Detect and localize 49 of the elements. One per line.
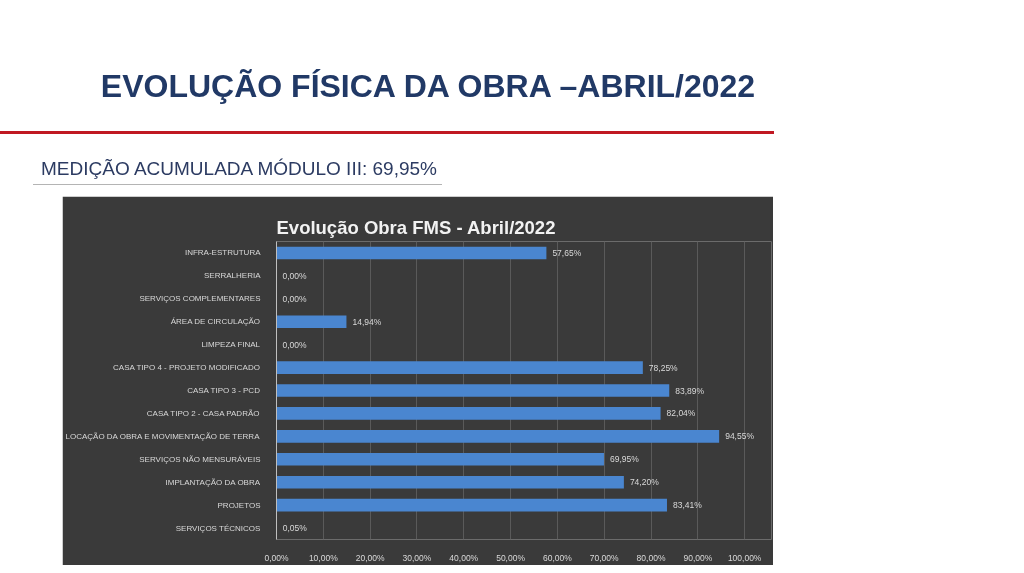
x-tick-label: 10,00% xyxy=(308,552,339,563)
x-tick-label: 30,00% xyxy=(402,552,432,563)
y-tick-label: CASA TIPO 3 - PCD xyxy=(187,386,261,395)
data-label: 69,95% xyxy=(609,454,640,465)
chart-title: EVOLUÇÃO FÍSICA DA OBRA –ABRIL/2022 xyxy=(99,68,757,104)
y-tick-label: CASA TIPO 2 - CASA PADRÃO xyxy=(146,408,260,418)
y-tick-label: ÁREA DE CIRCULAÇÃO xyxy=(170,317,261,327)
x-tick-label: 50,00% xyxy=(496,552,526,563)
data-label: 94,55% xyxy=(725,431,755,442)
data-label: 57,65% xyxy=(552,247,582,258)
data-label: 83,41% xyxy=(672,500,703,511)
data-label: 0,00% xyxy=(282,293,308,304)
y-tick-label: SERVIÇOS TÉCNICOS xyxy=(175,523,261,533)
x-tick-label: 40,00% xyxy=(449,552,479,563)
bar xyxy=(276,475,624,489)
y-tick-label: SERVIÇOS NÃO MENSURÁVEIS xyxy=(139,454,261,464)
bar xyxy=(276,498,667,512)
data-label: 78,25% xyxy=(648,362,679,373)
data-label: 0,00% xyxy=(282,270,308,281)
data-label: 74,20% xyxy=(629,477,660,488)
bar xyxy=(276,407,661,420)
bar xyxy=(276,452,604,466)
y-tick-label: SERVIÇOS COMPLEMENTARES xyxy=(139,294,261,304)
data-label: 83,89% xyxy=(675,385,705,396)
y-tick-label: LIMPEZA FINAL xyxy=(201,340,261,350)
bar xyxy=(276,361,643,374)
data-label: 14,94% xyxy=(352,316,382,327)
bar xyxy=(276,315,347,329)
bar xyxy=(276,430,720,443)
y-tick-label: PROJETOS xyxy=(217,500,261,510)
y-tick-label: SERRALHERIA xyxy=(204,271,262,281)
x-tick-label: 0,00% xyxy=(264,552,289,563)
x-tick-label: 90,00% xyxy=(683,552,713,563)
y-tick-label: IMPLANTAÇÃO DA OBRA xyxy=(165,477,261,487)
x-tick-label: 60,00% xyxy=(542,552,573,563)
data-label: 0,05% xyxy=(282,523,308,534)
data-label: 0,00% xyxy=(282,339,308,350)
bar xyxy=(276,384,670,397)
bar xyxy=(276,246,547,260)
x-tick-label: 70,00% xyxy=(589,552,620,563)
chart-subtitle: MEDIÇÃO ACUMULADA MÓDULO III: 69,95% xyxy=(41,158,437,179)
y-tick-label: INFRA-ESTRUTURA xyxy=(184,248,262,258)
x-tick-label: 20,00% xyxy=(355,552,385,563)
text: Evolução Obra FMS - Abril/2022 xyxy=(276,216,556,238)
x-tick-label: 80,00% xyxy=(636,552,666,563)
data-label: 82,04% xyxy=(666,408,696,419)
x-tick-label: 100,00% xyxy=(727,552,762,563)
y-tick-label: CASA TIPO 4 - PROJETO MODIFICADO xyxy=(113,363,260,373)
y-tick-label: LOCAÇÃO DA OBRA E MOVIMENTAÇÃO DE TERRA xyxy=(65,431,261,441)
